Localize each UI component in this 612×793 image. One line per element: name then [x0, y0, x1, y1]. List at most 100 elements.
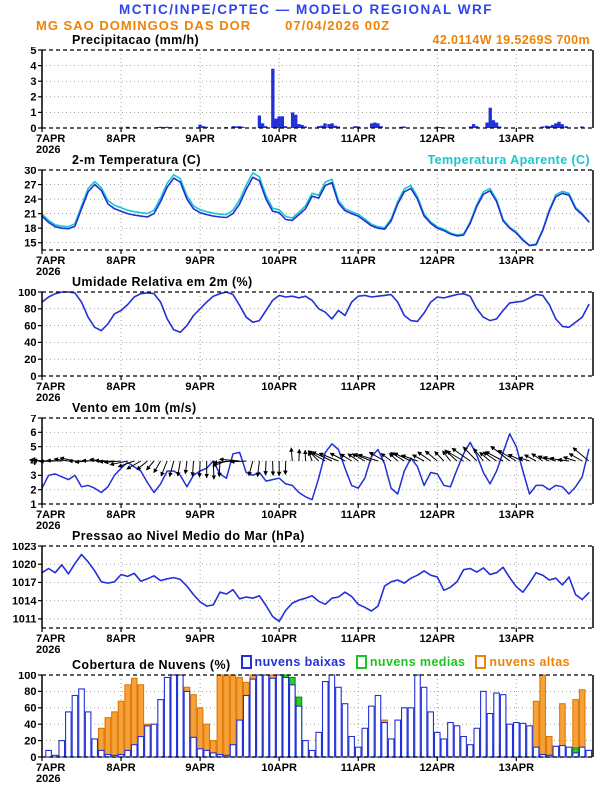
- svg-text:30: 30: [24, 167, 36, 177]
- svg-text:1020: 1020: [12, 559, 36, 571]
- svg-text:1011: 1011: [13, 614, 37, 626]
- clouds-title: Cobertura de Nuvens (%): [72, 658, 231, 672]
- nuvens-medias-label: nuvens medias: [370, 655, 466, 669]
- svg-text:20: 20: [24, 735, 36, 747]
- svg-text:1023: 1023: [12, 543, 36, 553]
- svg-text:8APR: 8APR: [106, 381, 135, 393]
- svg-text:20: 20: [24, 354, 36, 366]
- nuvens-altas-swatch: [475, 655, 486, 669]
- svg-text:11APR: 11APR: [341, 255, 376, 267]
- nuvens-baixas-swatch: [241, 655, 252, 669]
- svg-text:11APR: 11APR: [341, 381, 376, 393]
- svg-text:15: 15: [24, 238, 36, 250]
- svg-text:4: 4: [30, 60, 37, 72]
- run-datetime: 07/04/2026 00Z: [285, 18, 390, 33]
- svg-text:9APR: 9APR: [185, 381, 214, 393]
- svg-text:10APR: 10APR: [261, 762, 297, 774]
- svg-text:12APR: 12APR: [420, 381, 456, 393]
- svg-text:27: 27: [24, 179, 36, 191]
- svg-text:12APR: 12APR: [420, 509, 456, 521]
- svg-text:40: 40: [24, 337, 36, 349]
- svg-text:60: 60: [24, 320, 36, 332]
- svg-text:24: 24: [24, 194, 37, 206]
- panel-precipitation: Precipitacao (mm/h) 42.0114W 19.5269S 70…: [0, 33, 612, 153]
- svg-text:8APR: 8APR: [106, 633, 135, 645]
- svg-text:12APR: 12APR: [420, 633, 456, 645]
- panel-pressure: Pressao ao Nivel Medio do Mar (hPa) 1011…: [0, 529, 612, 655]
- svg-text:13APR: 13APR: [499, 381, 535, 393]
- svg-text:12APR: 12APR: [420, 255, 456, 267]
- svg-text:1017: 1017: [12, 577, 36, 589]
- humidity-title: Umidade Relativa em 2m (%): [72, 275, 253, 289]
- svg-text:100: 100: [18, 289, 36, 299]
- station-line: MG SAO DOMINGOS DAS DOR 07/04/2026 00Z: [0, 18, 612, 33]
- svg-text:18: 18: [24, 223, 36, 235]
- legend-nuvens-medias: nuvens medias: [356, 655, 466, 669]
- precip-title: Precipitacao (mm/h): [72, 33, 199, 47]
- panel-temperature: 2-m Temperatura (C) Temperatura Aparente…: [0, 153, 612, 275]
- svg-text:13APR: 13APR: [499, 509, 535, 521]
- svg-text:2026: 2026: [36, 144, 60, 153]
- svg-text:9APR: 9APR: [185, 509, 214, 521]
- svg-text:13APR: 13APR: [499, 133, 535, 145]
- svg-text:9APR: 9APR: [185, 633, 214, 645]
- wind-title: Vento em 10m (m/s): [72, 401, 197, 415]
- nuvens-medias-swatch: [356, 655, 367, 669]
- temp-title: 2-m Temperatura (C): [72, 153, 201, 167]
- svg-text:12APR: 12APR: [420, 133, 456, 145]
- svg-text:10APR: 10APR: [261, 133, 297, 145]
- legend-nuvens-baixas: nuvens baixas: [241, 655, 346, 669]
- svg-text:3: 3: [30, 470, 36, 482]
- svg-text:100: 100: [18, 672, 36, 682]
- svg-text:13APR: 13APR: [499, 633, 535, 645]
- apparent-temp-legend: Temperatura Aparente (C): [428, 153, 590, 167]
- svg-text:1014: 1014: [12, 595, 37, 607]
- svg-text:13APR: 13APR: [499, 762, 535, 774]
- report-header: MCTIC/INPE/CPTEC — MODELO REGIONAL WRF M…: [0, 0, 612, 33]
- svg-text:2: 2: [30, 92, 36, 104]
- panel-clouds: Cobertura de Nuvens (%) nuvens baixas nu…: [0, 655, 612, 793]
- svg-text:2026: 2026: [36, 392, 60, 401]
- svg-text:5: 5: [30, 441, 36, 453]
- svg-text:80: 80: [24, 304, 36, 316]
- svg-text:11APR: 11APR: [341, 633, 376, 645]
- svg-text:12APR: 12APR: [420, 762, 456, 774]
- station-coordinates: 42.0114W 19.5269S 700m: [432, 33, 590, 47]
- svg-text:2026: 2026: [36, 266, 60, 275]
- svg-text:11APR: 11APR: [341, 133, 376, 145]
- svg-text:8APR: 8APR: [106, 762, 135, 774]
- svg-text:8APR: 8APR: [106, 255, 135, 267]
- svg-text:2: 2: [30, 484, 36, 496]
- svg-text:60: 60: [24, 703, 36, 715]
- svg-text:10APR: 10APR: [261, 633, 297, 645]
- station-name: MG SAO DOMINGOS DAS DOR: [36, 18, 251, 33]
- svg-text:6: 6: [30, 427, 36, 439]
- svg-text:10APR: 10APR: [261, 255, 297, 267]
- pressure-title: Pressao ao Nivel Medio do Mar (hPa): [72, 529, 305, 543]
- svg-text:9APR: 9APR: [185, 133, 214, 145]
- svg-text:2026: 2026: [36, 644, 60, 655]
- svg-text:4: 4: [30, 456, 37, 468]
- svg-text:40: 40: [24, 719, 36, 731]
- svg-text:11APR: 11APR: [341, 762, 376, 774]
- svg-text:10APR: 10APR: [261, 381, 297, 393]
- svg-text:9APR: 9APR: [185, 255, 214, 267]
- model-title: MCTIC/INPE/CPTEC — MODELO REGIONAL WRF: [0, 2, 612, 18]
- nuvens-altas-label: nuvens altas: [489, 655, 570, 669]
- svg-text:10APR: 10APR: [261, 509, 297, 521]
- svg-text:21: 21: [24, 208, 36, 220]
- svg-text:1: 1: [30, 107, 36, 119]
- svg-text:8APR: 8APR: [106, 509, 135, 521]
- svg-text:7: 7: [30, 415, 36, 425]
- svg-text:2026: 2026: [36, 773, 60, 785]
- svg-text:3: 3: [30, 76, 36, 88]
- svg-text:11APR: 11APR: [341, 509, 376, 521]
